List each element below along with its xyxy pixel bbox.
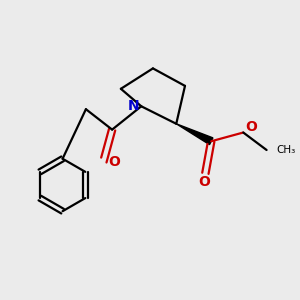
Text: CH₃: CH₃ — [277, 145, 296, 155]
Text: O: O — [245, 120, 257, 134]
Text: O: O — [109, 155, 120, 169]
Polygon shape — [176, 124, 213, 145]
Text: N: N — [128, 99, 140, 113]
Text: O: O — [198, 175, 210, 189]
